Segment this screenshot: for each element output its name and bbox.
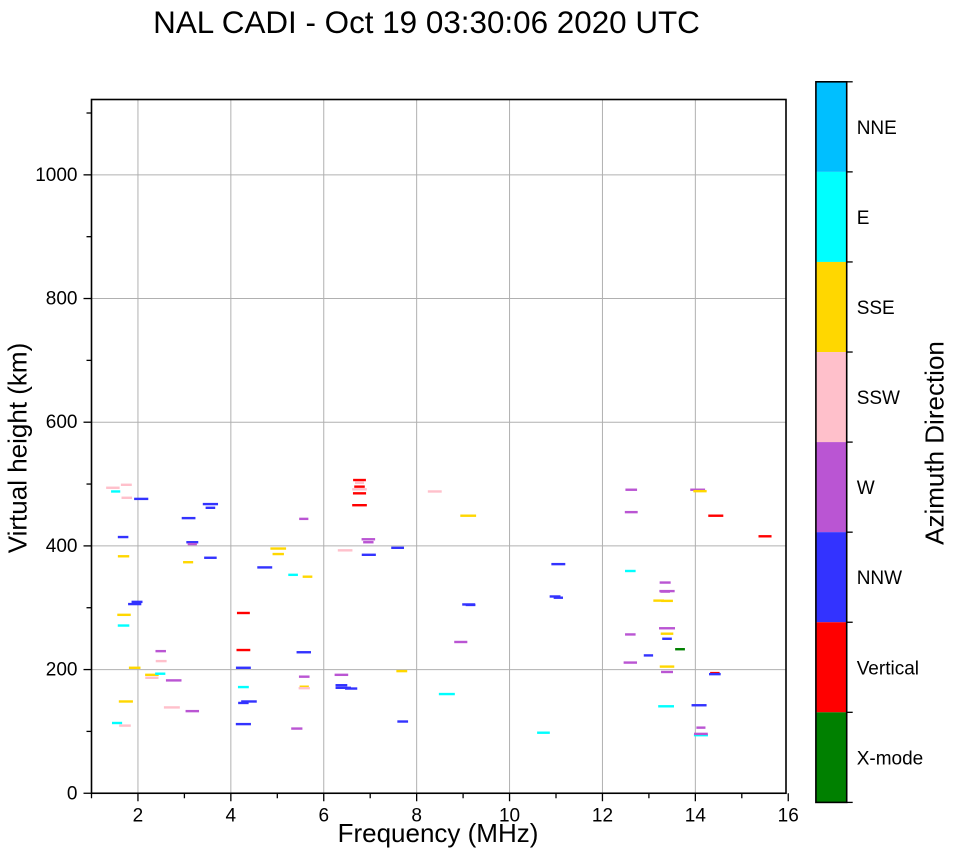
svg-text:600: 600 (46, 412, 78, 433)
svg-text:800: 800 (46, 289, 78, 310)
svg-text:1000: 1000 (35, 165, 77, 186)
svg-text:0: 0 (67, 783, 78, 804)
svg-text:SSE: SSE (857, 298, 895, 319)
svg-text:200: 200 (46, 660, 78, 681)
svg-text:W: W (857, 478, 875, 499)
svg-text:400: 400 (46, 536, 78, 557)
svg-text:NNE: NNE (857, 118, 897, 139)
svg-text:X-mode: X-mode (857, 748, 924, 769)
svg-text:NNW: NNW (857, 568, 902, 589)
svg-text:E: E (857, 208, 870, 229)
svg-text:Vertical: Vertical (857, 658, 919, 679)
svg-text:SSW: SSW (857, 388, 900, 409)
